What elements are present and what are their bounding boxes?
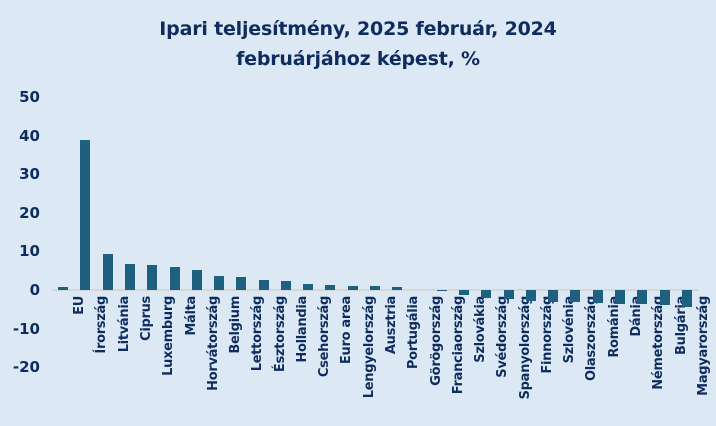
bar [525,290,536,301]
x-axis-label: Luxemburg [161,296,177,376]
x-axis-label: Csehország [317,296,333,378]
bar [570,290,581,303]
chart-title: Ipari teljesítmény, 2025 február, 2024 f… [0,14,716,74]
bar [325,285,336,290]
bar [459,290,470,296]
x-axis-label: Ausztria [384,296,399,355]
bar [548,290,559,302]
x-axis-label: Lettország [250,296,266,372]
bar [370,286,380,290]
y-axis-tick-label: 40 [19,126,40,145]
chart-title-line1: Ipari teljesítmény, 2025 február, 2024 [159,18,557,40]
y-axis-tick-label: -20 [12,358,40,377]
bar [214,276,225,290]
x-axis-label: Belgium [228,296,244,354]
x-axis-label: Olaszország [584,296,600,382]
x-axis-label: Németország [651,296,667,390]
chart-title-line2: februárjához képest, % [236,48,480,70]
bar [258,279,269,290]
x-axis-label: Hollandia [294,296,310,363]
x-axis-label: EU [72,296,88,315]
bar [102,254,113,290]
y-axis-tick-label: 10 [19,242,40,261]
x-axis-label: Ciprus [138,296,154,341]
x-axis-label: Görögország [428,296,444,386]
bar [659,290,670,306]
x-axis-label: Észtország [272,296,288,373]
x-axis-label: Szlovénia [562,296,578,364]
bar [169,266,180,290]
y-axis-tick-label: -10 [12,319,40,338]
x-axis-label: Spanyolország [517,296,533,400]
bar [592,290,603,304]
x-axis-label: Horvátország [205,296,221,391]
bar [58,286,69,290]
bar [503,290,514,299]
x-axis-label: Írország [94,296,110,354]
bar [236,276,247,290]
bar [280,281,291,290]
y-axis-tick-label: 0 [29,281,40,299]
x-axis-label: Euro area [339,296,355,365]
x-axis-label: Portugália [406,296,422,370]
x-axis-label: Svédország [495,296,511,378]
y-axis-tick-label: 50 [19,88,40,106]
bar [615,290,626,304]
x-axis-label: Lengyelország [361,296,377,399]
y-axis-tick-label: 20 [19,203,40,222]
x-axis-label: Bulgária [673,296,689,355]
y-axis-tick-label: 30 [19,165,40,184]
x-axis-label: Litvánia [116,296,132,353]
x-axis-label: Dánia [629,296,645,337]
bar [681,290,692,308]
bar [347,285,358,290]
x-axis-label: Finnország [539,296,555,374]
x-axis-label: Magyarország [695,296,711,396]
bar [481,290,492,298]
x-axis-label: Málta [183,296,199,336]
x-axis-label: Románia [606,296,622,358]
bar [147,264,158,290]
bar [124,264,135,290]
bar [191,269,202,290]
x-axis-label: Szlovákia [473,296,489,363]
bar [303,284,314,290]
x-axis-label: Franciaország [450,296,466,395]
bar [80,140,91,290]
bar [637,290,648,305]
bar [392,286,403,290]
x-axis-line [52,289,698,291]
